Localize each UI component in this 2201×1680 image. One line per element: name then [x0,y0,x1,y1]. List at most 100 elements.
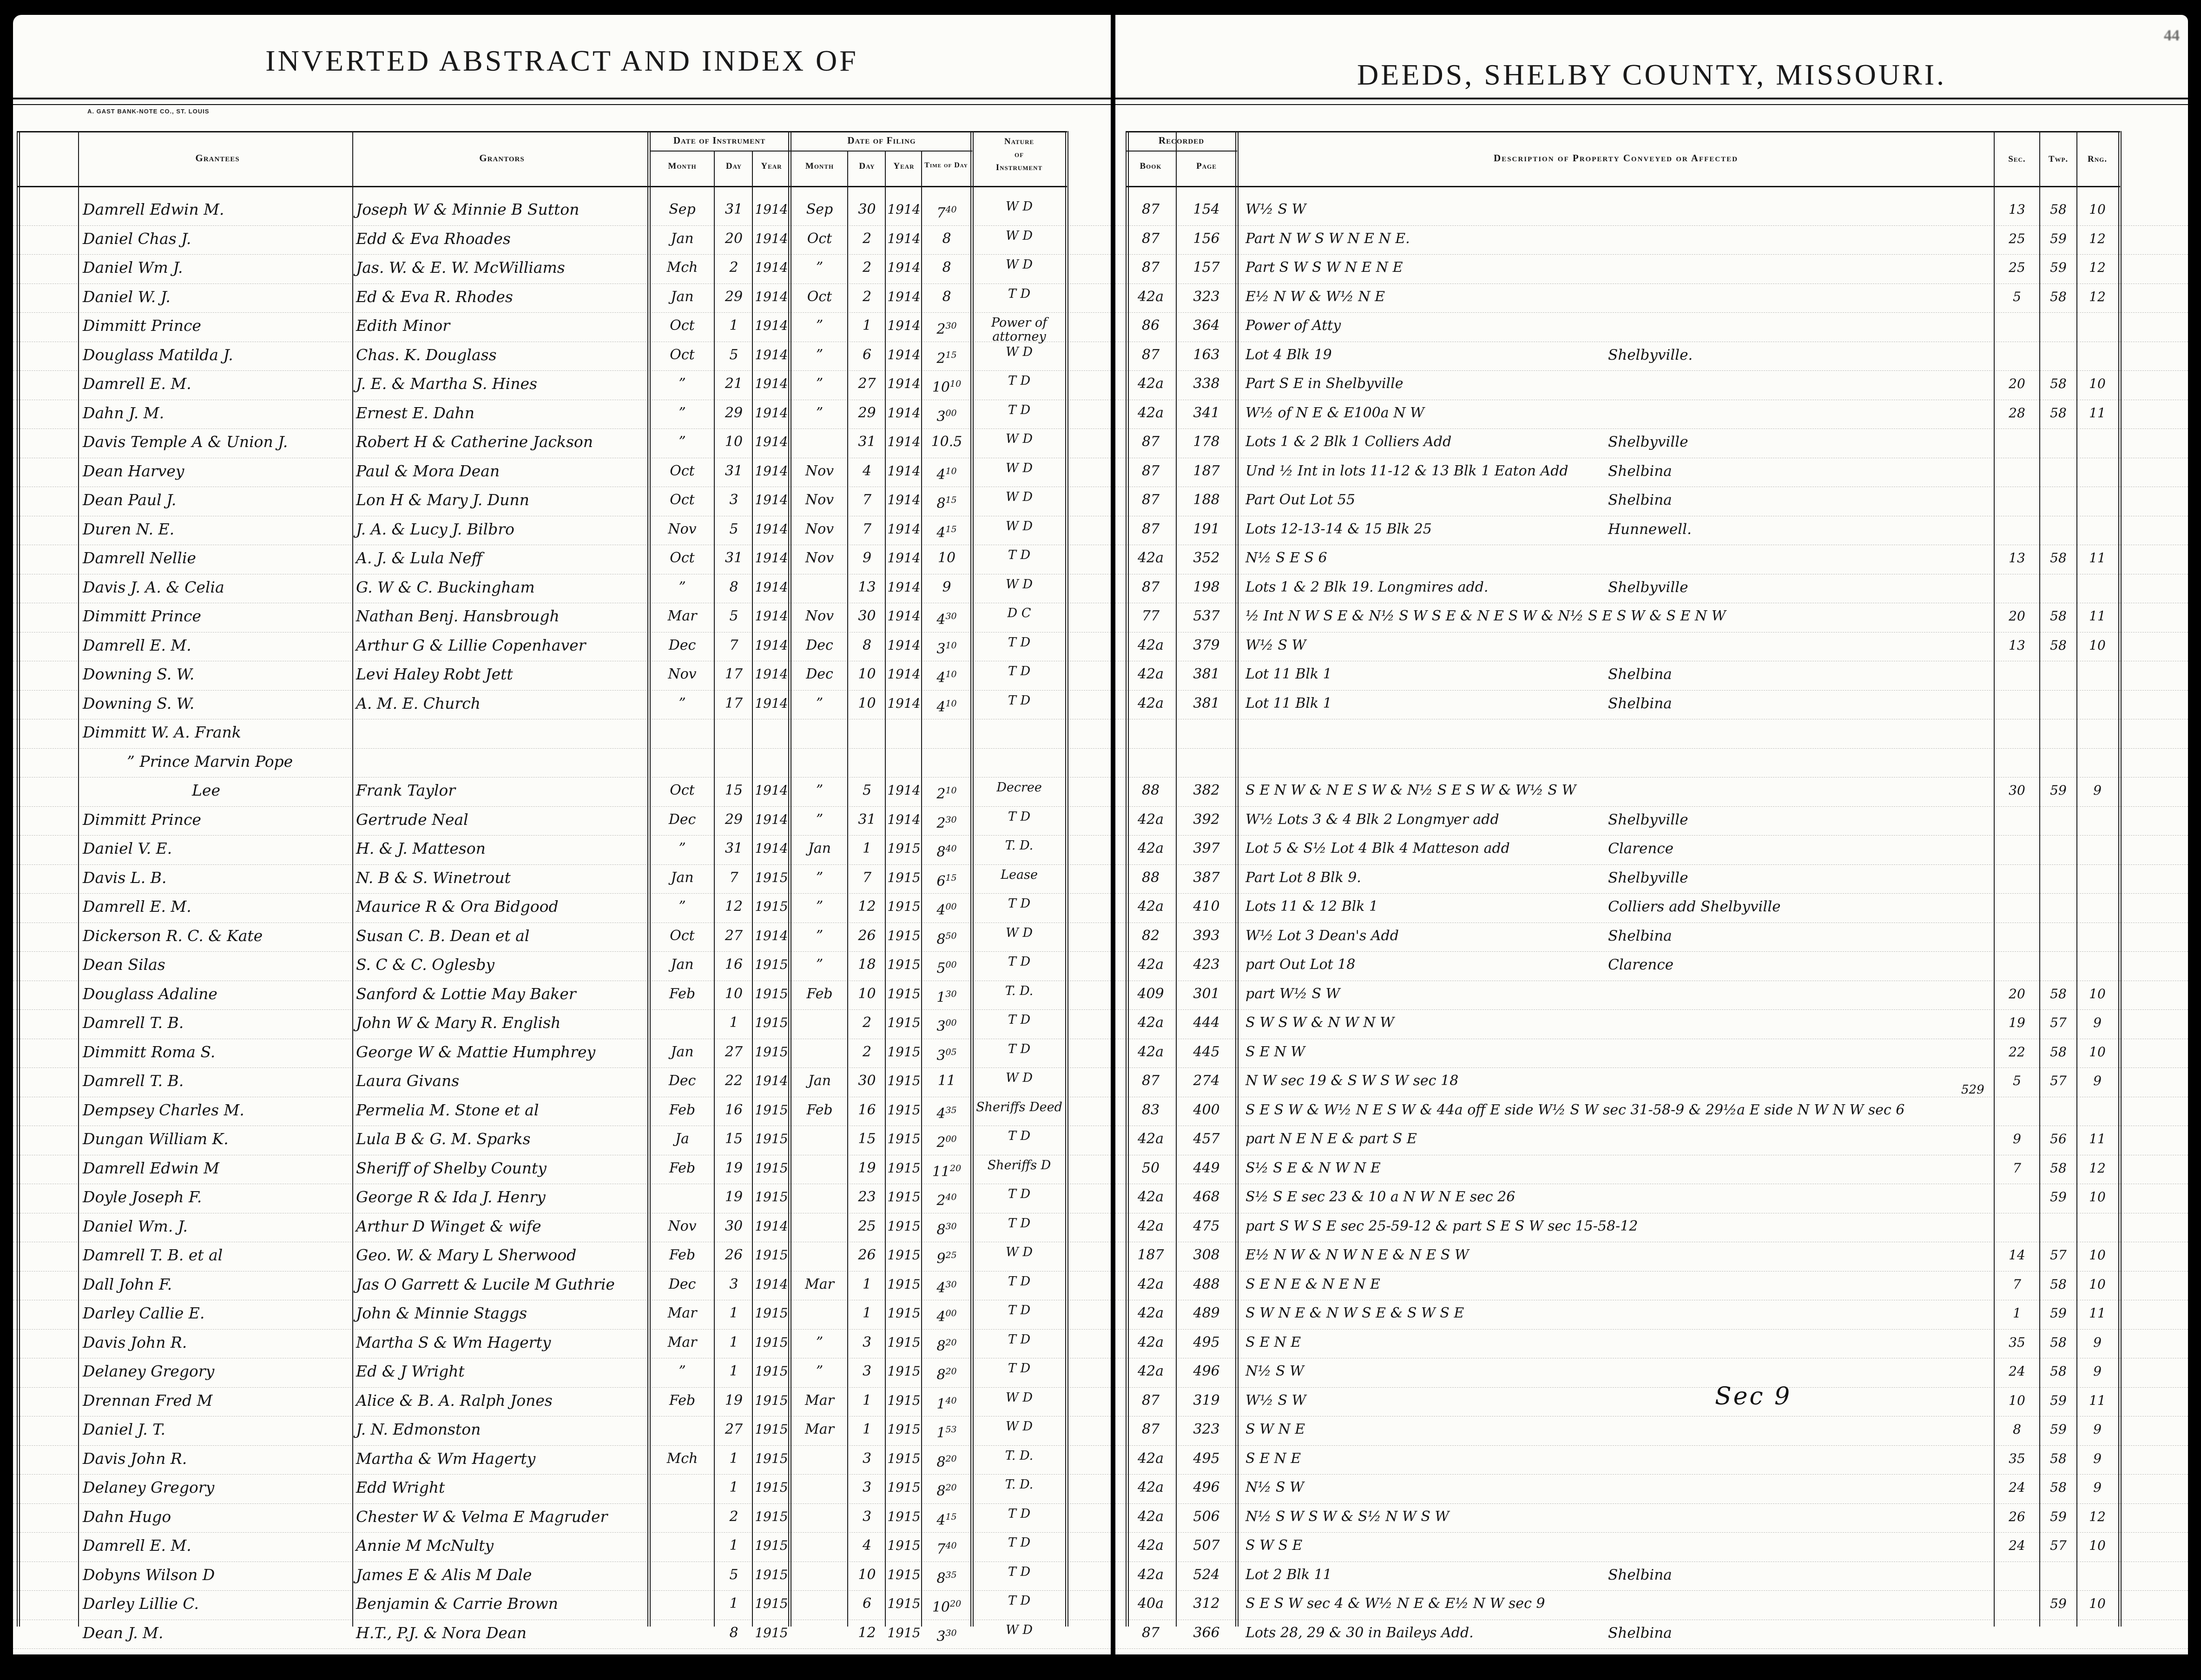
sec-cell: 20 [2009,986,2025,1001]
table-row: 77 537 ½ Int N W S E & N½ S W S E & N E S … [1115,603,2188,632]
filing-day-cell: 1 [862,1305,872,1321]
sec9-annotation: Sec 9 [1715,1383,1792,1410]
page-cell: 445 [1193,1043,1220,1060]
table-row: Drennan Fred M Alice & B. A. Ralph Jones F… [13,1387,1111,1416]
book-cell: 42a [1137,1566,1164,1583]
grantee-cell: Daniel V. E. [83,839,172,857]
grantor-cell: George R & Ida J. Henry [356,1188,546,1206]
grantee-cell: Damrell T. B. [83,1072,184,1090]
book-cell: 87 [1141,1073,1160,1089]
sec-cell [1995,458,2039,487]
page-cell: 397 [1193,840,1220,856]
table-row: 42a 495 S E N E 35 58 9 [1115,1329,2188,1358]
rng-cell: 12 [2089,231,2106,246]
book-cell: 42a [1137,1276,1164,1292]
grantees-header: Grantees [195,152,240,164]
page-cell: 495 [1193,1334,1220,1351]
nature-of-instrument-cell: T D [1008,635,1031,650]
sec-cell: 5 [2013,1073,2021,1088]
instrument-month-cell: Oct [670,927,695,944]
rng-cell: 9 [2093,1450,2102,1466]
rng-cell [2077,574,2117,603]
filing-month-cell: ” [816,404,824,421]
table-row: 82 393 W½ Lot 3 Dean's Add Shelbina [1115,922,2188,952]
twp-cell [2040,806,2076,836]
filing-month-cell: Dec [806,637,833,653]
nature-of-instrument-cell: T D [1008,1361,1031,1376]
instrument-year-cell: 1915 [755,1480,788,1495]
filing-day-cell: 3 [862,1479,872,1496]
page-cell: 475 [1193,1218,1220,1234]
filing-day-cell: 3 [862,1363,872,1379]
book-cell: 88 [1141,869,1160,886]
grantor-cell: N. B & S. Winetrout [356,868,511,887]
grantor-cell: Nathan Benj. Hansbrough [356,607,560,625]
instrument-year-cell [754,719,789,748]
page-cell: 393 [1193,927,1220,944]
table-row: Daniel W. J. Ed & Eva R. Rhodes Jan 29 1914 O… [13,283,1111,313]
rng-cell: 9 [2093,1422,2102,1437]
filing-year-cell: 1914 [887,521,921,537]
description-cell: W½ S W [1245,637,1306,653]
table-row: Dean Silas S. C & C. Oglesby Jan 16 1915 ” 18 1… [13,951,1111,981]
book-cell: 42a [1137,695,1164,712]
grantor-cell: Sheriff of Shelby County [356,1159,547,1177]
twp-cell [2040,428,2076,458]
filing-day-cell: 2 [862,288,872,305]
instrument-year-cell: 1915 [755,1364,788,1379]
filing-month-cell [792,1126,847,1155]
col-rule [921,151,922,1627]
twp-cell: 58 [2050,289,2067,304]
instrument-month-cell [651,1590,714,1620]
twp-cell [2040,516,2076,545]
description-cell: W½ S W [1245,201,1306,217]
nature-of-instrument-cell: T D [1008,1129,1031,1143]
instrument-month-cell: Nov [668,666,697,682]
grantee-cell: Dean Harvey [83,461,185,480]
table-header-bottom-line [17,186,1067,187]
filing-year-cell: 1915 [887,928,921,943]
filing-month-cell [792,1445,847,1475]
col-rule [1176,131,1177,1627]
sec-cell [1995,428,2039,458]
table-row: 86 364 Power of Atty [1115,312,2188,342]
filing-year-cell [887,719,921,748]
description-cell: W½ Lot 3 Dean's Add [1245,927,1399,944]
instrument-year-cell: 1914 [755,405,788,421]
instrument-day-cell: 31 [725,550,743,566]
filing-month-cell: Nov [805,608,834,624]
filing-month-cell: ” [816,782,824,798]
table-row: 40a 312 S E S W sec 4 & W½ N E & E½ N W se… [1115,1590,2188,1620]
page-cell: 366 [1193,1624,1220,1641]
filing-year-cell: 1914 [887,231,921,246]
table-row: Daniel Chas J. Edd & Eva Rhoades Jan 20 1914… [13,225,1111,255]
instrument-day-cell: 17 [725,695,743,712]
instrument-year-cell: 1914 [755,666,788,682]
sec-cell: 24 [2009,1480,2025,1495]
nature-of-instrument-cell: W D [1006,519,1033,534]
instrument-month-cell: Oct [670,782,695,798]
filing-day-cell: 10 [858,985,876,1002]
book-cell: 187 [1137,1247,1164,1263]
book-cell: 42a [1137,1043,1164,1060]
book-cell: 87 [1141,462,1160,479]
description-location-cell: Shelbyville [1608,579,1688,596]
twp-cell [2040,342,2076,371]
grantor-cell: Ed & J Wright [356,1362,465,1380]
twp-cell: 57 [2050,1538,2067,1553]
sec-cell [1995,1184,2039,1213]
filing-month-cell [792,1184,847,1213]
table-row: 42a 468 S½ S E sec 23 & 10 a N W N E sec 2… [1115,1184,2188,1213]
twp-cell: 58 [2050,1160,2067,1176]
filing-year-cell: 1915 [887,1305,921,1321]
instrument-month-cell: Mar [667,1334,697,1351]
nature-of-instrument-cell [973,719,1065,748]
description-cell: Lots 1 & 2 Blk 19. Longmires add. [1245,579,1489,595]
book-cell: 88 [1141,782,1160,798]
filing-day-cell: 2 [862,1043,872,1060]
filing-month-cell: Mar [805,1392,834,1409]
rng-cell [2077,806,2117,836]
nature-of-instrument-cell: W D [1006,199,1033,214]
nature-of-instrument-cell: W D [1006,432,1033,446]
table-row: Damrell Edwin M Sheriff of Shelby County F… [13,1155,1111,1184]
